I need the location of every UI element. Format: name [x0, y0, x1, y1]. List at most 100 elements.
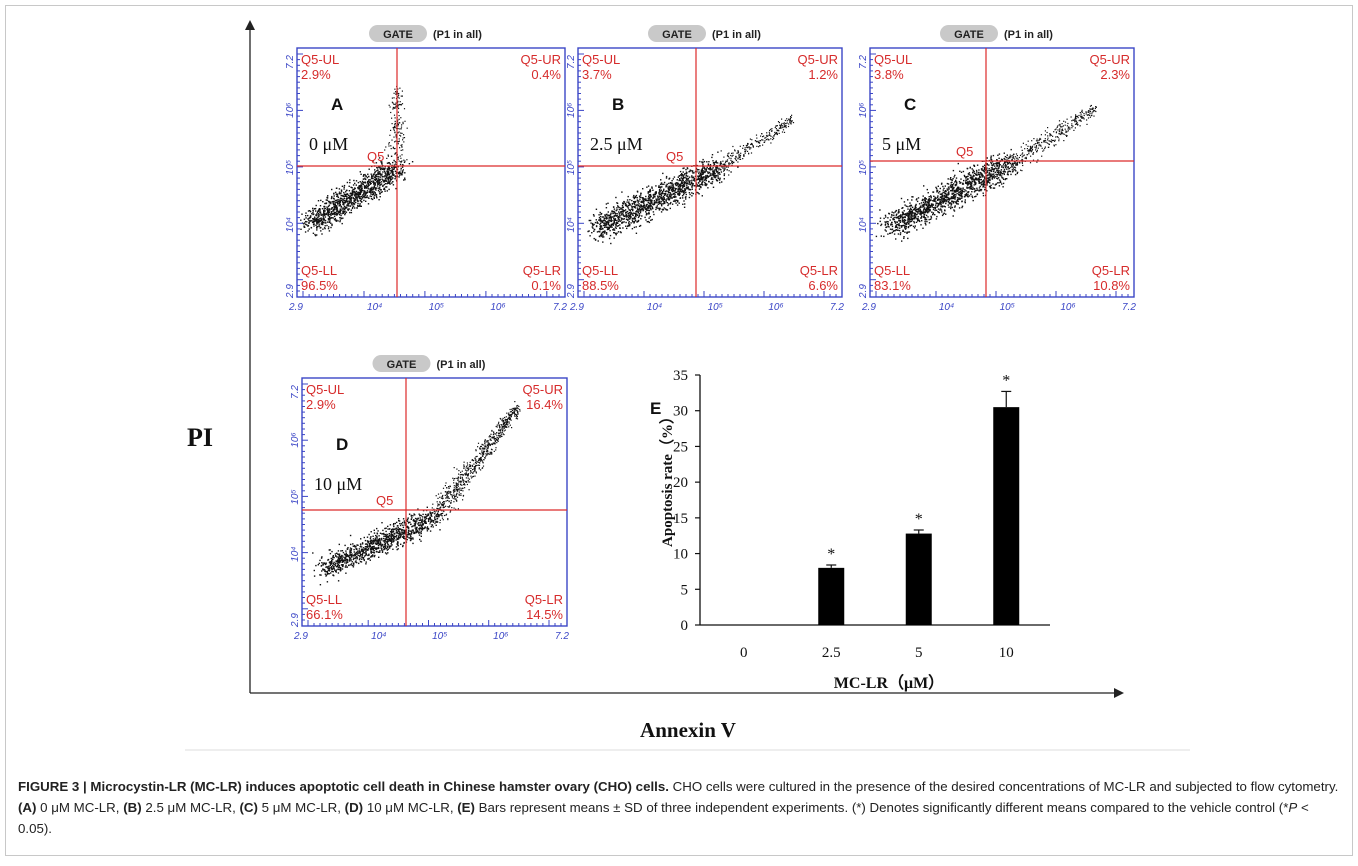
x-axis-min-label: 2.9 — [861, 302, 876, 313]
caption-ref-c: (C) — [239, 800, 258, 815]
chart-y-tick-label: 20 — [673, 475, 688, 491]
chart-bar — [818, 567, 845, 625]
gate-badge — [372, 355, 431, 372]
x-tick-label: 10⁵ — [429, 302, 444, 313]
y-tick-label: 10⁴ — [290, 546, 301, 561]
x-axis-max-label: 7.2 — [830, 302, 844, 313]
gate-badge-label: GATE — [662, 29, 692, 41]
quadrant-ur-value: 16.4% — [526, 397, 563, 412]
apoptosis-bar-chart: E Apoptosis rate（%） MC-LR（μM） 0 5 10 15 20 25… — [650, 368, 1050, 692]
axis-ticks — [870, 53, 1129, 297]
x-tick-label: 10⁶ — [490, 302, 505, 313]
caption-body: CHO cells were cultured in the presence … — [668, 779, 1339, 794]
chart-y-tick-label: 25 — [673, 439, 688, 455]
chart-y-tick-label: 10 — [673, 547, 688, 563]
y-tick-label: 10⁴ — [285, 217, 296, 232]
scatter-dots — [300, 85, 414, 237]
y-axis-min-label: 2.9 — [858, 284, 869, 299]
panel-letter: A — [331, 95, 343, 114]
quadrant-ll-name: Q5-LL — [301, 263, 337, 278]
chart-x-tick-label: 0 — [740, 645, 748, 661]
axis-ticks — [302, 383, 562, 626]
axis-labels: 7.2 2.9 2.9 7.2 10⁴ 10⁴ 10⁵ 10⁵ 10⁶ 10⁶ — [566, 55, 844, 313]
panel-dose: 5 μM — [882, 134, 921, 154]
axis-labels: 7.2 2.9 2.9 7.2 10⁴ 10⁴ 10⁵ 10⁵ 10⁶ 10⁶ — [290, 385, 569, 642]
gate-badge-label: GATE — [954, 29, 984, 41]
caption-text-d: 10 μM MC-LR, — [363, 800, 458, 815]
chart-significance-mark: * — [915, 511, 923, 528]
panel-letter: D — [336, 435, 348, 454]
axis-ticks — [297, 53, 560, 297]
y-tick-label: 10⁵ — [285, 160, 296, 175]
panel-letter: B — [612, 95, 624, 114]
x-axis-min-label: 2.9 — [293, 631, 308, 642]
chart-x-tick-label: 5 — [915, 645, 923, 661]
scatter-dots — [587, 114, 795, 245]
x-tick-label: 10⁵ — [1000, 302, 1015, 313]
chart-y-tick-label: 15 — [673, 511, 688, 527]
quadrant-lr-name: Q5-LR — [1092, 263, 1130, 278]
caption-ref-e: (E) — [457, 800, 475, 815]
chart-x-label: MC-LR（μM） — [834, 674, 944, 692]
quadrant-center-label: Q5 — [376, 493, 393, 508]
panel-letter: C — [904, 95, 916, 114]
gate-badge-note: (P1 in all) — [712, 29, 761, 41]
chart-x-tick-label: 2.5 — [822, 645, 841, 661]
y-tick-label: 10⁶ — [858, 103, 869, 118]
chart-bar — [905, 533, 932, 625]
quadrant-ur-value: 1.2% — [808, 67, 838, 82]
quadrant-ll-value: 88.5% — [582, 278, 619, 293]
quadrant-lr-value: 6.6% — [808, 278, 838, 293]
caption-ref-a: (A) — [18, 800, 37, 815]
quadrant-ul-name: Q5-UL — [301, 52, 339, 67]
quadrant-center-label: Q5 — [367, 149, 384, 164]
flow-panel-c: GATE (P1 in all) 7.2 2.9 2.9 7.2 10⁴ 10⁴ 10⁵ 10⁵ 1… — [858, 25, 1136, 313]
chart-panel-letter: E — [650, 399, 661, 418]
panel-dose: 10 μM — [314, 474, 362, 494]
gate-badge-note: (P1 in all) — [433, 29, 482, 41]
figure-caption: FIGURE 3 | Microcystin-LR (MC-LR) induce… — [18, 776, 1343, 839]
gate-badge-label: GATE — [383, 29, 413, 41]
x-axis-max-label: 7.2 — [553, 302, 567, 313]
x-tick-label: 10⁴ — [647, 302, 662, 313]
chart-y-label: Apoptosis rate（%） — [658, 409, 676, 547]
y-tick-label: 10⁵ — [858, 160, 869, 175]
quadrant-ur-value: 2.3% — [1100, 67, 1130, 82]
quadrant-ll-name: Q5-LL — [306, 592, 342, 607]
master-x-arrow — [1114, 688, 1124, 698]
caption-ref-d: (D) — [344, 800, 364, 815]
x-tick-label: 10⁶ — [1060, 302, 1075, 313]
axis-labels: 7.2 2.9 2.9 7.2 10⁴ 10⁴ 10⁵ 10⁵ 10⁶ 10⁶ — [858, 55, 1136, 313]
caption-text-a: 0 μM MC-LR, — [36, 800, 124, 815]
quadrant-ur-name: Q5-UR — [523, 382, 563, 397]
chart-x-tick-label: 10 — [999, 645, 1014, 661]
y-axis-min-label: 2.9 — [290, 613, 301, 628]
x-axis-max-label: 7.2 — [555, 631, 569, 642]
quadrant-center-label: Q5 — [956, 144, 973, 159]
x-tick-label: 10⁴ — [367, 302, 382, 313]
quadrant-ll-value: 83.1% — [874, 278, 911, 293]
quadrant-ll-value: 66.1% — [306, 607, 343, 622]
quadrant-ur-value: 0.4% — [531, 67, 561, 82]
flow-cytometry-panels: GATE (P1 in all)7.22.92.9 7.210⁴10⁴10⁵10⁵1… — [285, 25, 1136, 642]
y-axis-max-label: 7.2 — [566, 55, 577, 69]
y-tick-label: 10⁶ — [566, 103, 577, 118]
quadrant-lr-value: 14.5% — [526, 607, 563, 622]
quadrant-ur-name: Q5-UR — [521, 52, 561, 67]
quadrant-ul-value: 2.9% — [306, 397, 336, 412]
caption-text-c: 5 μM MC-LR, — [257, 800, 345, 815]
y-tick-label: 10⁴ — [566, 217, 577, 232]
chart-y-tick-label: 0 — [681, 618, 689, 634]
x-tick-label: 10⁴ — [939, 302, 954, 313]
axis-labels: 7.2 2.9 2.9 7.2 10⁴ 10⁴ 10⁵ 10⁵ 10⁶ 10⁶ — [285, 55, 567, 313]
gate-badge-label: GATE — [387, 359, 417, 371]
quadrant-lr-value: 10.8% — [1093, 278, 1130, 293]
x-axis-min-label: 2.9 — [288, 302, 303, 313]
x-tick-label: 10⁴ — [371, 631, 386, 642]
caption-text-b: 2.5 μM MC-LR, — [141, 800, 240, 815]
figure-canvas: PI Annexin V GATE (P1 in all)7.22.92.9 7.2… — [185, 20, 1190, 751]
gate-badge-note: (P1 in all) — [437, 359, 486, 371]
y-axis-min-label: 2.9 — [566, 284, 577, 299]
x-axis-min-label: 2.9 — [569, 302, 584, 313]
caption-text-e: Bars represent means ± SD of three indep… — [474, 800, 1289, 815]
